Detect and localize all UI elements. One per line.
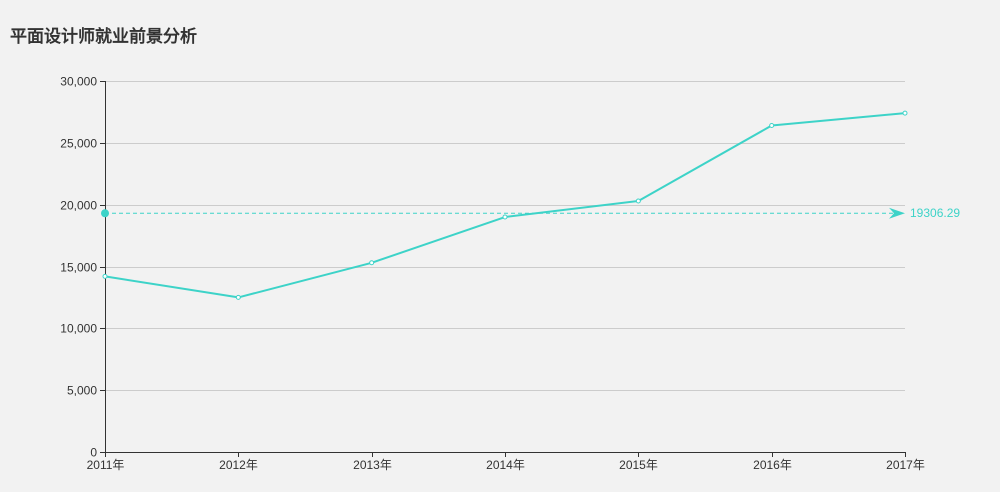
x-tick-label: 2014年 [486, 458, 525, 472]
data-point [635, 198, 641, 204]
x-tick-label: 2013年 [353, 458, 392, 472]
x-tick-label: 2011年 [87, 458, 125, 472]
data-point [502, 214, 508, 220]
grid-lines [105, 81, 905, 391]
y-axis-tick-labels: 0 5,000 10,000 15,000 20,000 25,000 30,000 [60, 75, 97, 460]
data-point [902, 110, 908, 116]
y-tick-label: 5,000 [67, 384, 97, 398]
data-point [102, 273, 108, 279]
average-line-start-dot [101, 209, 109, 218]
data-point [769, 123, 775, 129]
x-tick-label: 2015年 [619, 458, 658, 472]
average-line-label: 19306.29 [910, 206, 960, 220]
data-point [235, 294, 241, 300]
data-point [369, 260, 375, 266]
x-tick-label: 2016年 [753, 458, 792, 472]
y-tick-label: 25,000 [60, 137, 97, 151]
x-tick-label: 2012年 [219, 458, 258, 472]
average-line-arrow [889, 207, 905, 219]
x-tick-label: 2017年 [886, 458, 925, 472]
y-tick-label: 10,000 [60, 322, 97, 336]
y-tick-label: 30,000 [60, 75, 97, 89]
x-axis-tick-labels: 2011年 2012年 2013年 2014年 2015年 2016年 2017年 [87, 458, 925, 472]
axes [100, 81, 906, 457]
average-line-group: 19306.29 [101, 206, 960, 220]
y-tick-label: 15,000 [60, 261, 97, 275]
chart-title: 平面设计师就业前景分析 [10, 27, 197, 47]
series-group [102, 110, 908, 300]
y-tick-label: 20,000 [60, 199, 97, 213]
y-tick-label: 0 [90, 446, 97, 460]
